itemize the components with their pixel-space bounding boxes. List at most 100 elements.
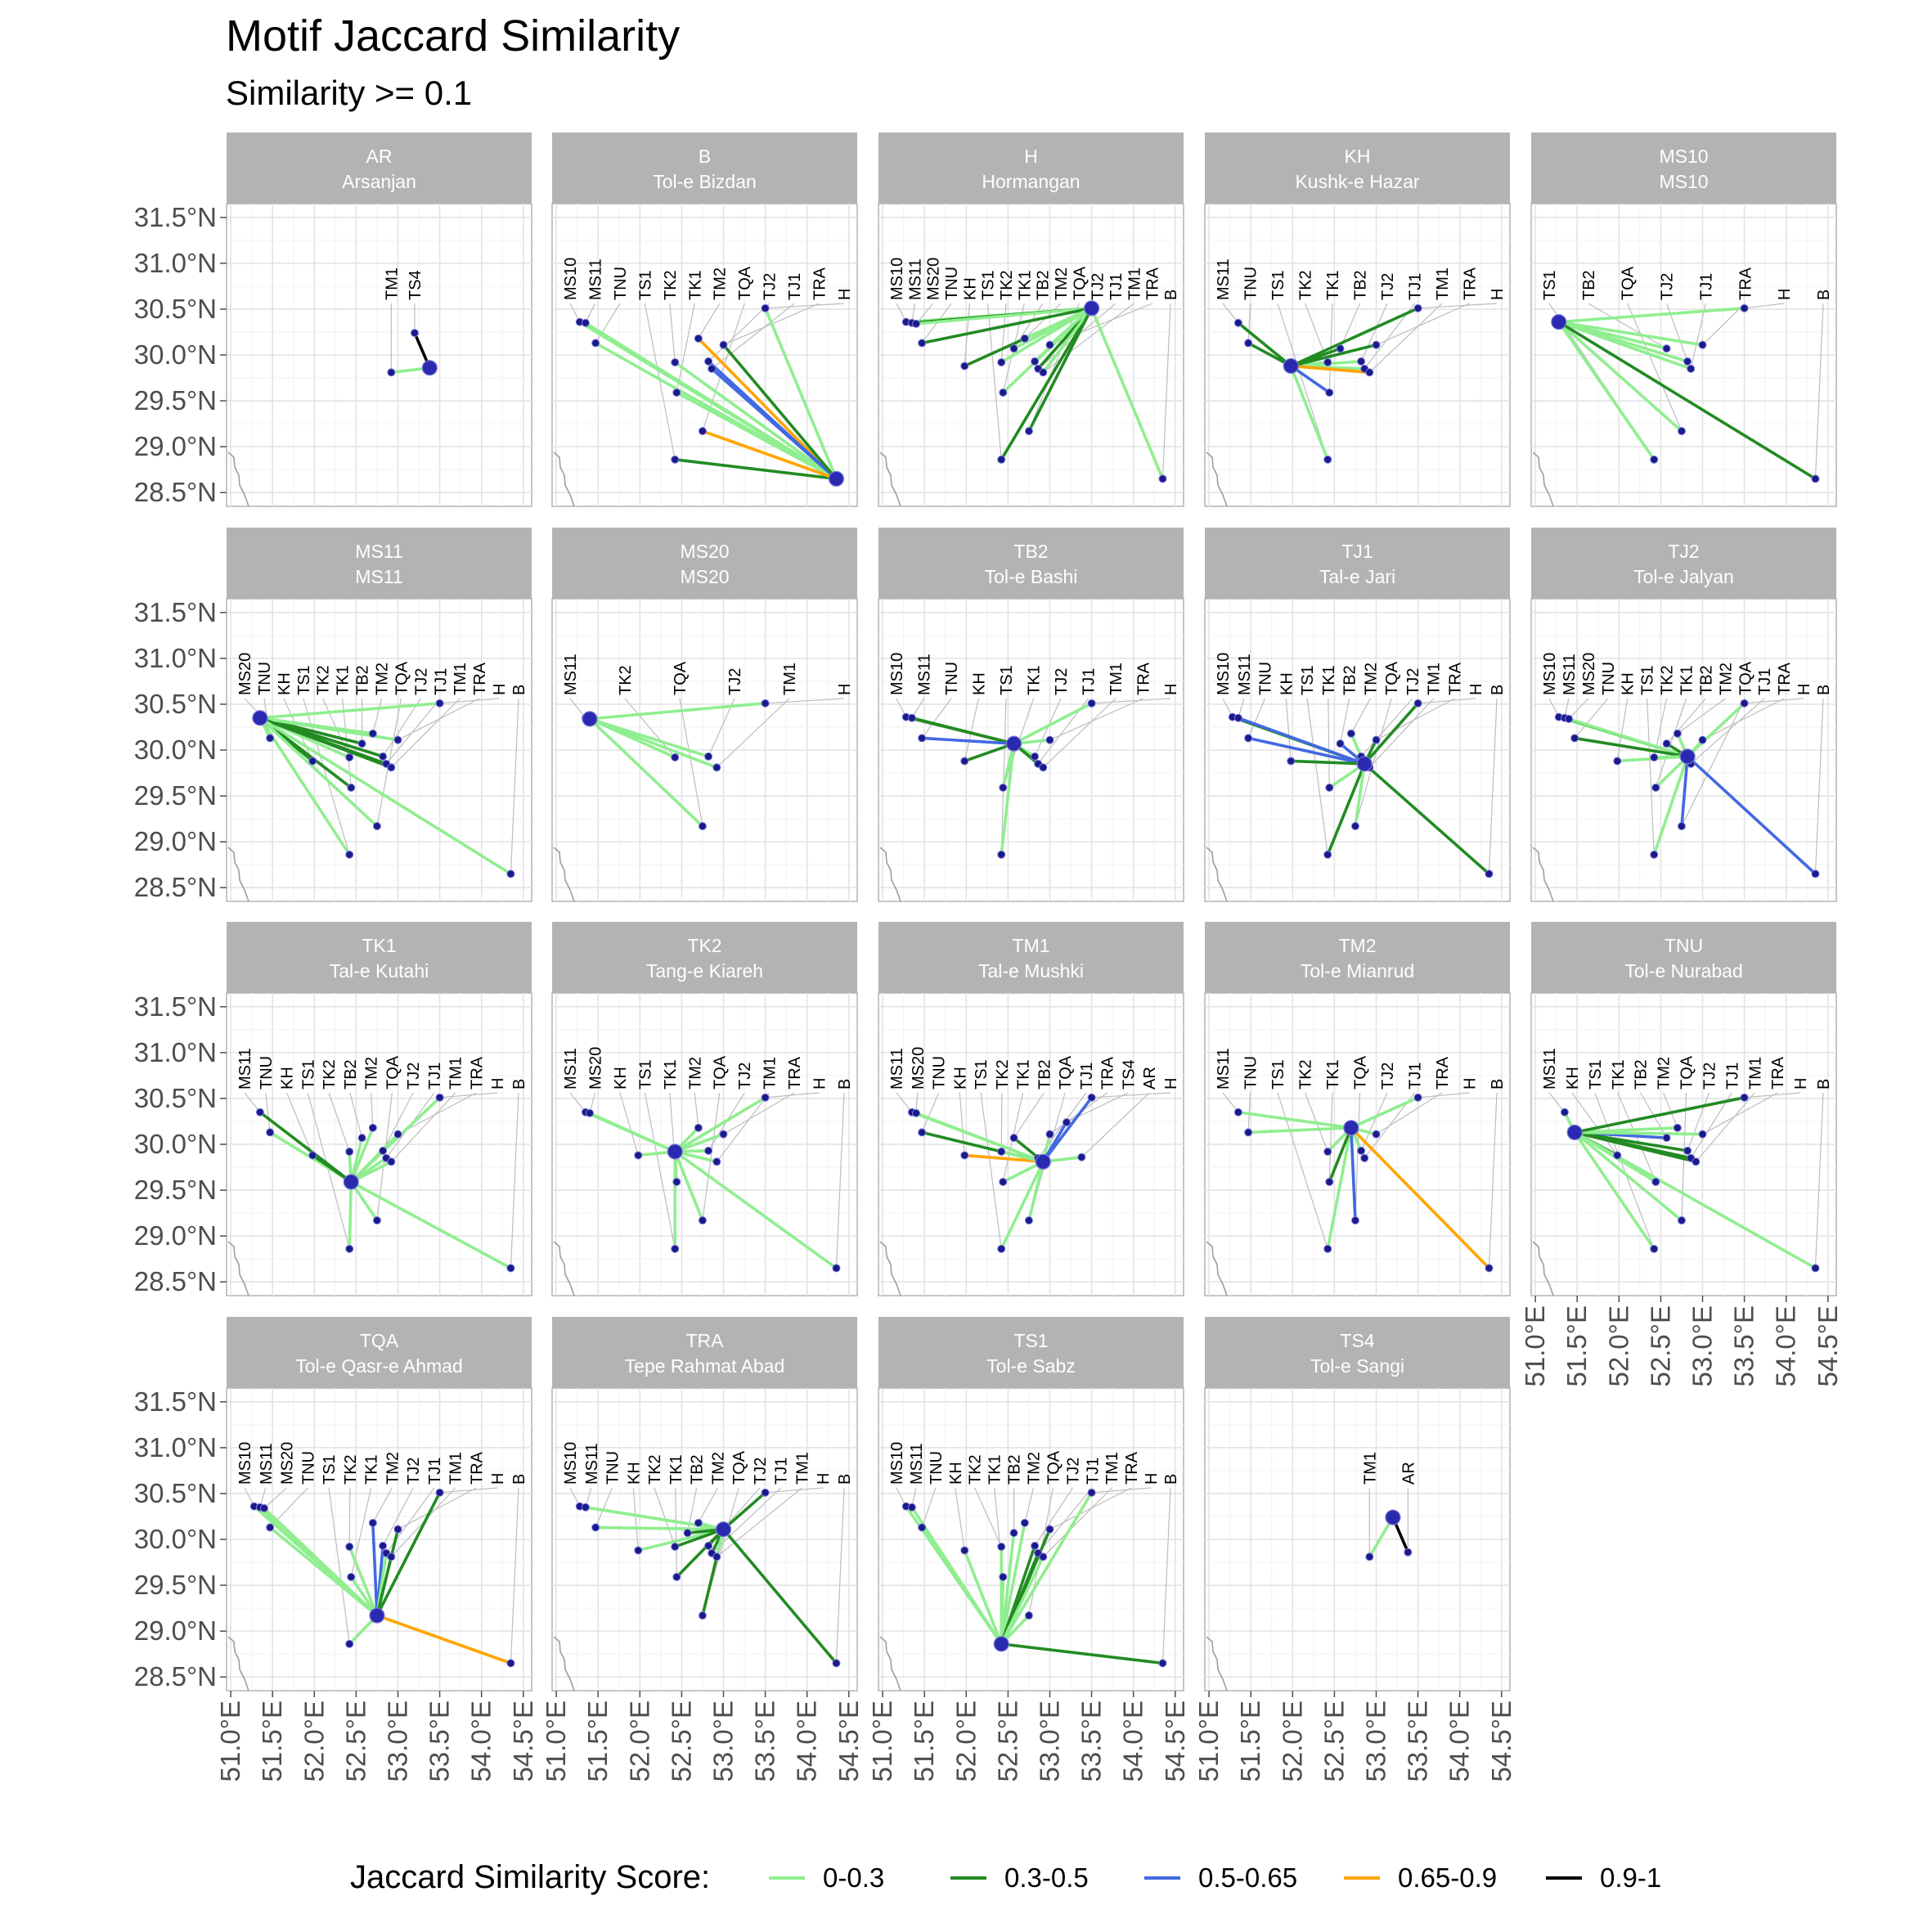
edge-ms10-b xyxy=(1557,320,1817,481)
node-tm1 xyxy=(387,1157,396,1166)
site-label-tk1: TK1 xyxy=(363,1454,381,1485)
panel-tk1: TK1 Tal-e Kutahi 28.5°N 29.0°N 29.5°N 30.0°N 3… xyxy=(134,922,532,1296)
x-tick-label: 52.0°E xyxy=(299,1701,329,1781)
label-leader-tm2 xyxy=(1350,698,1371,735)
site-label-tk2: TK2 xyxy=(1297,1059,1315,1090)
x-tick-label: 52.5°E xyxy=(666,1701,696,1781)
node-ts1 xyxy=(1323,1244,1332,1253)
label-leader-kh xyxy=(632,1487,639,1551)
site-label-tj1: TJ1 xyxy=(1078,1063,1096,1090)
y-tick-label: 30.0°N xyxy=(134,1524,217,1554)
label-leader-tnu xyxy=(1247,303,1251,344)
node-tj1 xyxy=(1360,1153,1369,1162)
node-tnu xyxy=(1244,339,1253,348)
x-tick-label: 52.0°E xyxy=(950,1701,981,1781)
site-label-ms11: MS11 xyxy=(1541,1048,1559,1090)
label-leader-kh xyxy=(1616,698,1629,762)
site-label-b: B xyxy=(836,1474,854,1485)
site-label-tj2: TJ2 xyxy=(726,668,744,695)
label-leader-tqa xyxy=(1355,1092,1361,1221)
edge-tm1-tqa xyxy=(1027,1160,1045,1222)
edge-tj1-tqa xyxy=(1354,762,1366,828)
node-tm1 xyxy=(387,1552,396,1561)
label-leader-tm1 xyxy=(390,1092,456,1162)
node-ts1 xyxy=(1323,850,1332,859)
label-leader-ms11 xyxy=(244,1092,261,1113)
y-tick-label: 30.5°N xyxy=(134,294,217,324)
label-leader-tnu xyxy=(265,1092,271,1133)
node-tm2 xyxy=(694,1518,703,1527)
site-label-tj1: TJ1 xyxy=(773,1458,791,1485)
node-ar xyxy=(1077,1152,1086,1161)
label-leader-ms11 xyxy=(1222,1092,1239,1113)
node-tqa xyxy=(372,822,381,831)
node-tj2 xyxy=(1357,1146,1366,1155)
node-tra xyxy=(1698,1130,1707,1139)
node-tnu xyxy=(1244,1128,1253,1137)
site-label-ms11: MS11 xyxy=(562,1048,580,1090)
edge-ms10-h xyxy=(1557,307,1746,324)
site-label-tqa: TQA xyxy=(1383,661,1401,695)
site-label-h: H xyxy=(489,1473,507,1485)
panel-strip xyxy=(552,528,857,599)
site-label-tj2: TJ2 xyxy=(1379,1063,1397,1090)
site-label-b: B xyxy=(836,1079,854,1090)
panel-code: TJ1 xyxy=(1341,541,1373,562)
legend: Jaccard Similarity Score: 0-0.3 0.3-0.5 0.… xyxy=(350,1859,1661,1895)
label-leader-b xyxy=(1161,1487,1171,1664)
site-label-tm1: TM1 xyxy=(781,663,799,695)
node-tm2 xyxy=(1020,334,1029,343)
site-label-h: H xyxy=(1489,289,1507,300)
site-label-h: H xyxy=(1467,684,1485,695)
node-tm1 xyxy=(1365,368,1374,377)
panel-tj2: TJ2 Tol-e Jalyan MS10 MS11 MS20 TNU KH TS1 TK2 TK… xyxy=(1530,528,1837,902)
site-label-kh: KH xyxy=(1564,1067,1582,1090)
y-tick-label: 31.0°N xyxy=(134,1432,217,1462)
x-tick-label: 51.0°E xyxy=(867,1701,897,1781)
edge-tqa-tm2 xyxy=(371,1521,379,1617)
node-tm1 xyxy=(387,763,396,772)
legend-label-2: 0.5-0.65 xyxy=(1198,1862,1297,1893)
panel-ts4: TS4 Tol-e Sangi 51.0°E 51.5°E 52.0°E 52.5°E 53… xyxy=(1193,1317,1516,1781)
site-label-tqa: TQA xyxy=(1071,266,1089,300)
site-label-ms11: MS11 xyxy=(908,1443,926,1485)
site-label-ts1: TS1 xyxy=(1269,1059,1287,1090)
node-tnu xyxy=(1244,734,1253,743)
coastline xyxy=(227,1636,249,1692)
coastline xyxy=(227,1241,249,1296)
label-leader-tj1 xyxy=(1690,1092,1732,1159)
label-leader-tra xyxy=(1702,1092,1778,1135)
node-tb2 xyxy=(683,1529,692,1538)
x-tick-label: 54.5°E xyxy=(1486,1701,1516,1781)
panel-code: TB2 xyxy=(1013,541,1048,562)
panel-tqa: TQA Tol-e Qasr-e Ahmad 28.5°N 29.0°N 29.5°N 3… xyxy=(134,1317,538,1781)
label-leader-tm2 xyxy=(372,1487,393,1524)
label-leader-tra xyxy=(1049,698,1143,741)
edge-tj1-ms11 xyxy=(1237,716,1366,766)
panel-code: TNU xyxy=(1665,935,1703,956)
node-tqa xyxy=(1024,427,1033,436)
node-kh xyxy=(960,757,969,766)
x-tick-label: 51.0°E xyxy=(215,1701,245,1781)
site-label-tnu: TNU xyxy=(1257,662,1275,695)
site-label-tqa: TQA xyxy=(712,1055,730,1090)
panel-code: TJ2 xyxy=(1668,541,1699,562)
panel-strip xyxy=(1205,133,1510,204)
edge-ms11-tk1 xyxy=(258,716,353,789)
coastline xyxy=(227,452,249,507)
site-label-tra: TRA xyxy=(468,1056,486,1090)
x-tick-label: 54.0°E xyxy=(1118,1701,1148,1781)
y-tick-label: 29.5°N xyxy=(134,385,217,416)
panel-site-name: Tal-e Mushki xyxy=(978,960,1084,982)
node-tj1 xyxy=(1687,364,1696,373)
node-tj2 xyxy=(704,752,713,761)
node-h xyxy=(761,303,770,312)
node-tqa xyxy=(698,1611,707,1620)
node-tb2 xyxy=(1009,1134,1018,1143)
node-tnu xyxy=(266,1523,275,1532)
site-label-kh: KH xyxy=(279,1067,297,1090)
site-label-tb2: TB2 xyxy=(1341,665,1359,695)
site-label-tb2: TB2 xyxy=(1633,1059,1651,1090)
site-label-tj2: TJ2 xyxy=(736,1063,754,1090)
